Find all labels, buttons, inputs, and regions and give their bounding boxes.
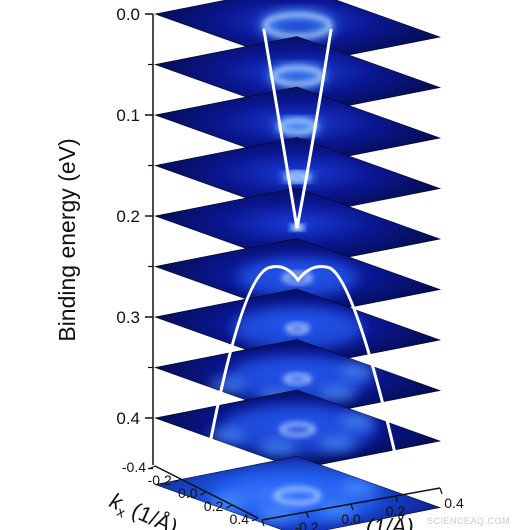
watermark: SCIENCEAQ.COM — [427, 516, 510, 526]
intensity-ring — [279, 422, 316, 437]
intensity-ring — [263, 13, 332, 38]
kx-tick — [251, 517, 259, 522]
momentum-slice — [153, 339, 442, 419]
ky-tick — [394, 495, 399, 503]
kx-tick — [174, 478, 182, 483]
ky-tick — [439, 487, 443, 495]
intensity-blob — [319, 436, 356, 451]
kx-tick-label: -0.2 — [148, 472, 172, 488]
intensity-halo — [231, 306, 364, 351]
energy-tick-label: 0.0 — [116, 5, 140, 24]
ky-axis-title-fragment: (1/Å) — [366, 514, 414, 530]
intensity-blob — [339, 414, 376, 429]
ky-tick-label: 0.2 — [386, 503, 406, 519]
kx-axis: -0.4-0.2 0.0 0.2 0.4 — [122, 459, 259, 527]
intensity-ring — [283, 373, 312, 385]
energy-tick-label: 0.3 — [116, 308, 140, 327]
intensity-ring — [286, 323, 309, 334]
ky-tick-label: 0.4 — [444, 495, 464, 511]
intensity-blob — [319, 386, 356, 400]
ky-axis: -0.4 -0.2 0.0 0.2 0.4 — [250, 487, 464, 530]
ky-tick — [261, 519, 265, 527]
lower-band-dispersion — [203, 265, 402, 477]
intensity-blob — [209, 378, 246, 392]
intensity-ring — [282, 272, 313, 284]
kx-tick-label: 0.2 — [204, 498, 224, 514]
kx-tick-label: -0.4 — [122, 459, 146, 475]
intensity-blob — [209, 428, 246, 443]
ky-tick-label: -0.2 — [294, 519, 318, 530]
ky-tick — [350, 503, 354, 511]
dispersion-overlay — [203, 28, 402, 477]
kx-tick — [225, 504, 233, 509]
intensity-ring — [271, 66, 324, 86]
intensity-blob — [319, 503, 356, 517]
kx-tick-label: 0.4 — [230, 511, 250, 527]
kx-tick — [148, 465, 156, 470]
energy-tick-label: 0.2 — [116, 207, 140, 226]
ky-tick-label: -0.4 — [250, 527, 274, 530]
kx-axis-title: kx (1/Å) — [105, 488, 182, 530]
intensity-blob — [339, 364, 376, 378]
momentum-slice — [153, 389, 442, 470]
intensity-ring — [274, 487, 321, 505]
kx-tick-label: 0.0 — [178, 485, 198, 501]
upper-band-dispersion — [262, 28, 333, 229]
energy-axis-ticks: 0.0 0.1 0.2 0.3 0.4 — [116, 5, 153, 470]
intensity-blob — [339, 481, 376, 495]
kx-tick — [200, 491, 207, 496]
momentum-slice — [153, 456, 442, 530]
ky-tick — [305, 511, 310, 519]
intensity-blob — [259, 440, 296, 455]
energy-tick-label: 0.4 — [116, 409, 140, 428]
intensity-blob — [259, 507, 296, 521]
ky-tick-label: 0.0 — [341, 511, 361, 527]
momentum-slices — [153, 0, 442, 530]
energy-axis-title: Binding energy (eV) — [54, 138, 80, 341]
energy-tick-label: 0.1 — [116, 106, 140, 125]
intensity-halo — [219, 403, 376, 456]
intensity-ring — [285, 171, 310, 183]
